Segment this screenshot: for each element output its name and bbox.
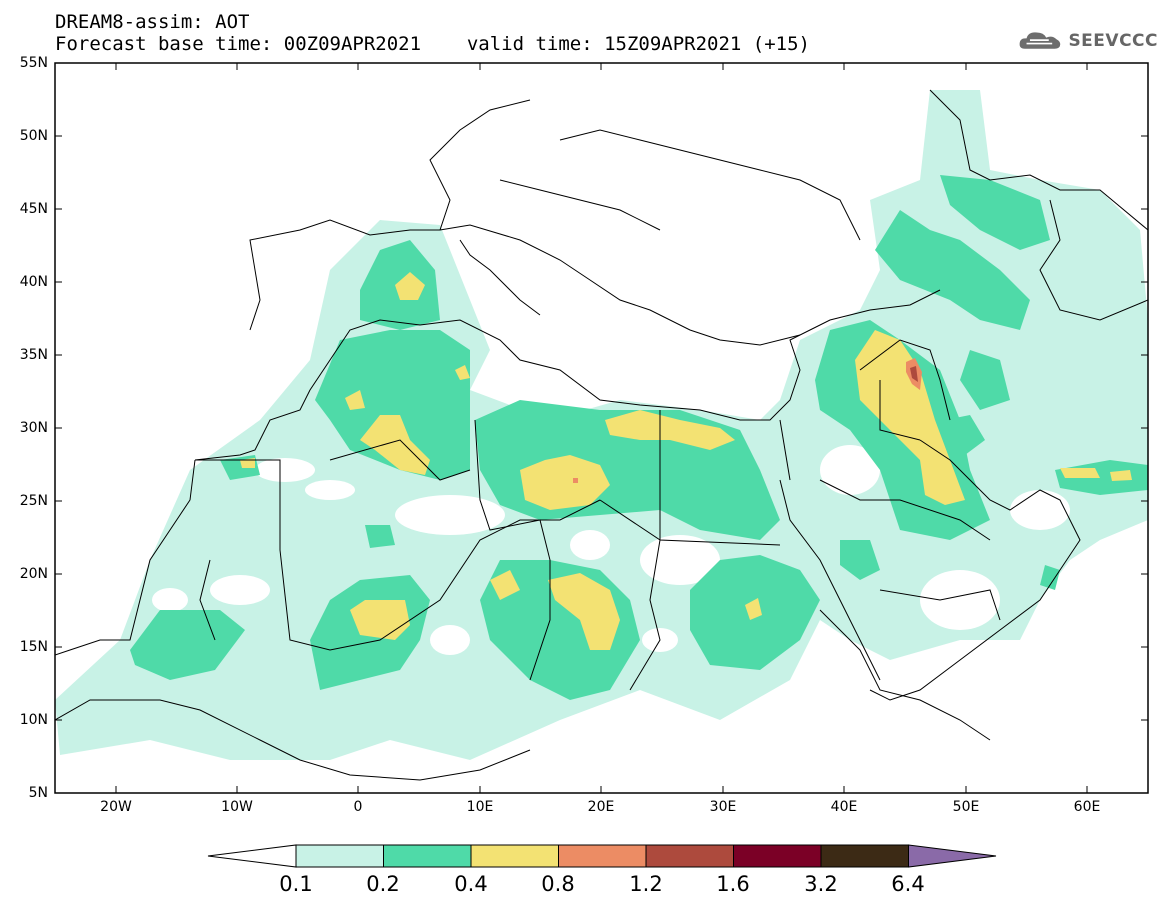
lat-label: 45N <box>19 201 48 217</box>
aot-level-high <box>573 358 922 483</box>
forecast-times: Forecast base time: 00Z09APR2021 valid t… <box>55 34 810 54</box>
lon-label: 30E <box>709 799 737 815</box>
base-time: Forecast base time: 00Z09APR2021 <box>55 33 422 55</box>
colorbar-label: 0.2 <box>366 872 400 896</box>
colorbar-label: 1.2 <box>629 872 663 896</box>
lon-label: 60E <box>1073 799 1101 815</box>
colorbar-label: 1.6 <box>716 872 750 896</box>
colorbar-label: 3.2 <box>804 872 838 896</box>
colorbar <box>207 844 997 868</box>
colorbar-label: 0.1 <box>279 872 313 896</box>
aot-level-0-4 <box>240 272 1132 650</box>
lon-label: 40E <box>830 799 858 815</box>
logo-text: SEEVCCC <box>1068 31 1158 51</box>
colorbar-swatch-4 <box>558 844 647 868</box>
lat-label: 20N <box>19 566 48 582</box>
lon-label: 10E <box>466 799 494 815</box>
lat-label: 5N <box>28 785 48 801</box>
lon-label: 50E <box>952 799 980 815</box>
colorbar-swatch-1 <box>295 844 384 868</box>
colorbar-label: 6.4 <box>891 872 925 896</box>
aot-shading <box>55 90 1148 760</box>
coastlines-borders <box>55 89 1148 781</box>
lat-label: 50N <box>19 128 48 144</box>
colorbar-label: 0.8 <box>541 872 575 896</box>
colorbar-swatch-7 <box>820 844 909 868</box>
lat-label: 35N <box>19 347 48 363</box>
lat-label: 40N <box>19 274 48 290</box>
colorbar-swatch-2 <box>383 844 472 868</box>
lon-label: 0 <box>353 799 363 815</box>
valid-time: valid time: 15Z09APR2021 (+15) <box>466 33 810 55</box>
colorbar-swatch-3 <box>470 844 559 868</box>
lat-label: 55N <box>19 55 48 71</box>
lon-label: 20E <box>587 799 615 815</box>
colorbar-over-triangle <box>908 844 997 868</box>
colorbar-under-triangle <box>207 844 297 868</box>
colorbar-swatch-5 <box>645 844 734 868</box>
colorbar-label: 0.4 <box>454 872 488 896</box>
lat-label: 30N <box>19 420 48 436</box>
lat-label: 10N <box>19 712 48 728</box>
lon-label: 20W <box>100 799 132 815</box>
lat-label: 25N <box>19 493 48 509</box>
lon-label: 10W <box>221 799 253 815</box>
cloud-icon <box>1019 32 1061 49</box>
seevccc-logo: SEEVCCC <box>1018 28 1158 54</box>
map-title: DREAM8-assim: AOT <box>55 11 250 33</box>
lat-label: 15N <box>19 639 48 655</box>
axis-ticks <box>55 63 1148 793</box>
colorbar-swatch-6 <box>733 844 822 868</box>
